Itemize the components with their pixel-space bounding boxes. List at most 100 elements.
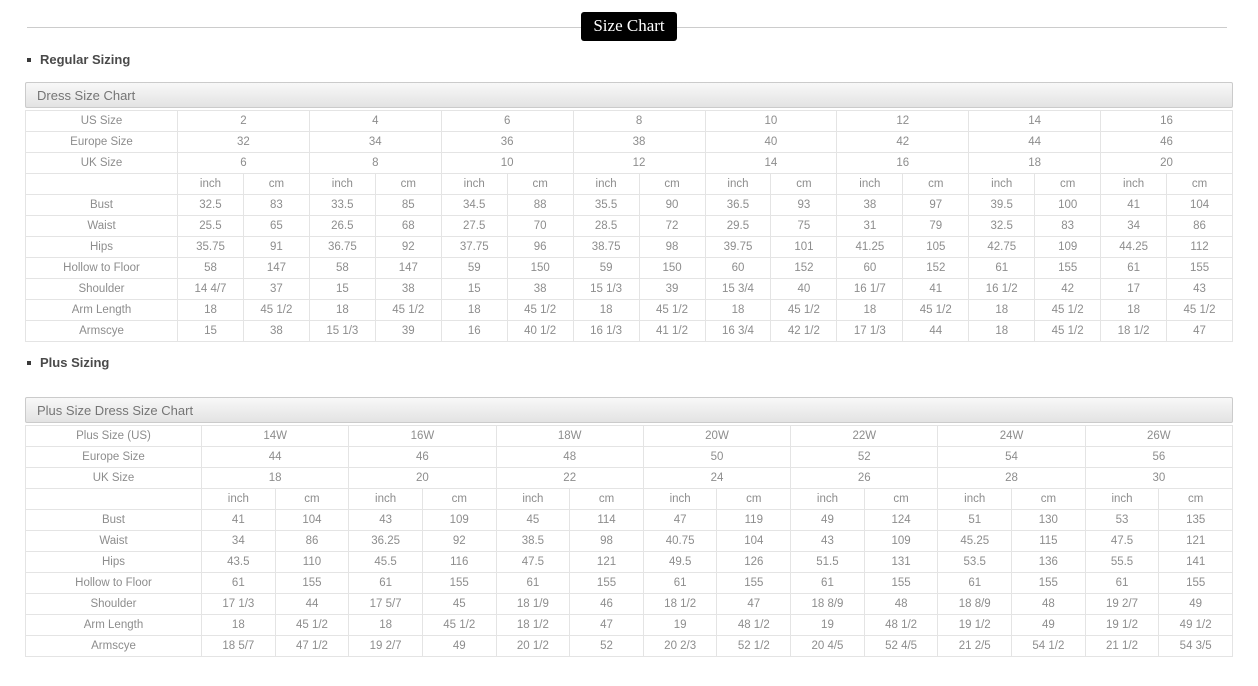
measure-value: 46 [569,593,644,615]
measure-value: 43 [348,509,423,531]
measure-value: 155 [863,572,939,594]
measure-value: 18 1/2 [495,614,571,636]
measure-value: 16 [440,320,508,342]
plus-chart-title-bar: Plus Size Dress Size Chart [25,397,1233,423]
measure-value: 45 1/2 [242,299,310,321]
unit-label: cm [1158,488,1233,510]
measure-value: 155 [1158,572,1233,594]
row-label: Europe Size [25,131,178,153]
measure-value: 42 1/2 [770,320,838,342]
unit-row: inch cm inch cm inch cm inch cm inch cm inch cm inch… [25,488,1233,510]
measure-value: 61 [642,572,718,594]
measure-value: 15 [308,278,376,300]
size-value: 22 [495,467,644,489]
size-value: 46 [348,446,497,468]
size-value: 24W [937,425,1086,447]
measure-row: Bust 41 104 43 109 45 114 47 119 49 124 51 130 53 135 [25,509,1233,531]
measure-value: 41 [902,278,970,300]
row-label: Hollow to Floor [25,572,202,594]
measure-value: 25.5 [177,215,244,237]
measure-value: 27.5 [440,215,508,237]
unit-label: cm [863,488,939,510]
size-value: 2 [177,110,310,132]
section-heading-label: Regular Sizing [40,52,131,67]
measure-value: 49 [1011,614,1086,636]
measure-value: 36.25 [348,530,423,552]
measure-value: 49 [1158,593,1233,615]
measure-value: 39 [374,320,442,342]
measure-value: 44 [274,593,350,615]
measure-value: 51.5 [790,551,865,573]
measure-value: 98 [638,236,706,258]
measure-value: 147 [374,257,442,279]
measure-value: 33.5 [308,194,376,216]
measure-value: 37.75 [440,236,508,258]
size-value: 18 [968,152,1102,174]
measure-value: 36.75 [308,236,376,258]
size-value: 10 [440,152,574,174]
measure-value: 18 8/9 [937,593,1013,615]
size-value: 34 [308,131,442,153]
size-value: 36 [440,131,574,153]
measure-value: 155 [421,572,497,594]
measure-value: 54 1/2 [1011,635,1086,657]
measure-value: 61 [495,572,571,594]
measure-value: 38 [836,194,904,216]
regular-size-table: US Size 2 4 6 8 10 12 14 16 Europe Size 32 34 36 38 40… [25,110,1233,342]
measure-value: 126 [716,551,792,573]
measure-value: 68 [374,215,442,237]
measure-value: 18 [201,614,276,636]
measure-value: 109 [863,530,939,552]
size-value: 10 [704,110,838,132]
unit-label: inch [836,173,904,195]
measure-value: 45 1/2 [374,299,442,321]
row-label: Waist [25,215,178,237]
measure-value: 45 1/2 [638,299,706,321]
size-value: 14 [704,152,838,174]
measure-value: 37 [242,278,310,300]
measure-value: 21 2/5 [937,635,1013,657]
size-value: 44 [200,446,350,468]
measure-value: 85 [374,194,442,216]
measure-value: 152 [902,257,970,279]
measure-value: 114 [569,509,644,531]
measure-value: 34.5 [440,194,508,216]
measure-value: 45.25 [937,530,1013,552]
measure-value: 18 1/2 [642,593,718,615]
size-value: 4 [308,110,442,132]
measure-value: 32.5 [968,215,1036,237]
measure-value: 100 [1034,194,1102,216]
measure-value: 92 [421,530,497,552]
size-value: 18 [200,467,350,489]
measure-value: 116 [421,551,497,573]
bullet-icon [27,360,31,365]
section-heading-label: Plus Sizing [40,355,110,370]
measure-value: 18 [1100,299,1168,321]
size-value: 30 [1084,467,1234,489]
measure-value: 59 [572,257,640,279]
size-value: 50 [642,446,792,468]
measure-value: 135 [1158,509,1233,531]
measure-row: Hips 35.75 91 36.75 92 37.75 96 38.75 98 39.75 101… [25,236,1233,258]
size-value: 32 [177,131,310,153]
measure-value: 35.5 [572,194,640,216]
measure-row: Armscye 15 38 15 1/3 39 16 40 1/2 16 1/3 41 1/2 1… [25,320,1233,342]
row-label: Hips [25,236,178,258]
size-value: 28 [937,467,1086,489]
measure-value: 16 1/2 [968,278,1036,300]
measure-value: 112 [1166,236,1233,258]
measure-row: Hollow to Floor 58 147 58 147 59 150 59 150 60 152… [25,257,1233,279]
measure-value: 45 [421,593,497,615]
measure-value: 18 [177,299,244,321]
unit-label: inch [1084,488,1160,510]
row-label: Shoulder [25,593,202,615]
unit-label: cm [902,173,970,195]
measure-value: 155 [716,572,792,594]
measure-row: Shoulder 17 1/3 44 17 5/7 45 18 1/9 46 18 1/2 47… [25,593,1233,615]
unit-label: cm [506,173,574,195]
measure-value: 47 [569,614,644,636]
measure-row: Armscye 18 5/7 47 1/2 19 2/7 49 20 1/2 52 20 2/… [25,635,1233,657]
page-title: Size Chart [581,11,677,41]
measure-value: 21 1/2 [1084,635,1160,657]
measure-value: 155 [1034,257,1102,279]
